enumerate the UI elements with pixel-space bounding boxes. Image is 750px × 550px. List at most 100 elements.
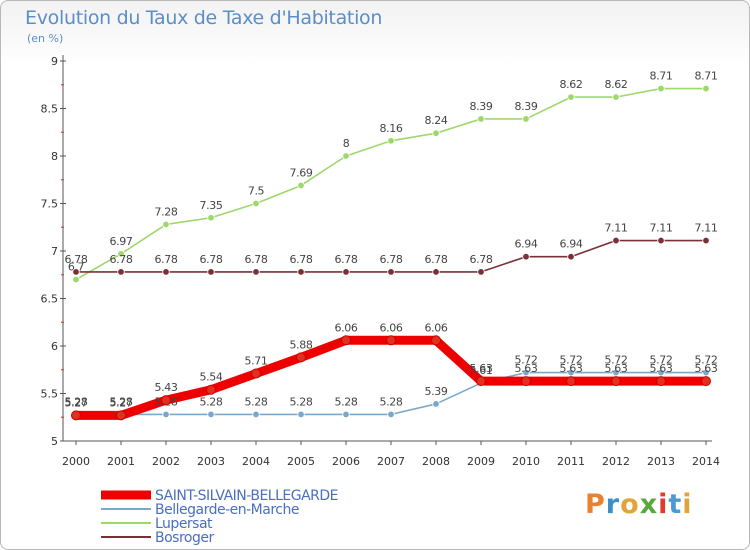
data-point [342, 268, 350, 276]
data-point [297, 268, 305, 276]
data-label: 5.28 [65, 395, 88, 408]
data-label: 6.78 [200, 253, 223, 266]
data-point [116, 410, 126, 421]
data-label: 6.06 [335, 321, 358, 334]
data-point [657, 84, 665, 93]
data-point [162, 410, 170, 419]
x-tick-label: 2008 [422, 455, 450, 468]
data-label: 5.63 [470, 362, 493, 375]
data-point [431, 335, 441, 346]
x-tick-label: 2000 [62, 455, 90, 468]
data-point [612, 236, 620, 245]
data-point [522, 115, 530, 123]
data-point [342, 410, 350, 419]
x-tick-label: 2001 [107, 455, 135, 468]
legend-label: Bellegarde-en-Marche [155, 502, 299, 518]
data-point [162, 220, 170, 229]
logo-letter: r [605, 489, 621, 520]
logo-letter: i [682, 489, 693, 520]
logo-letter: i [658, 489, 669, 520]
data-label: 8.39 [470, 100, 493, 113]
chart-title: Evolution du Taux de Taxe d'Habitation [25, 7, 383, 29]
data-label: 6.78 [110, 253, 133, 266]
proxiti-logo: Proxiti [585, 489, 693, 520]
data-point [522, 368, 530, 377]
data-label: 5.28 [290, 395, 313, 408]
data-label: 8.62 [605, 78, 628, 91]
data-label: 6.78 [380, 253, 403, 266]
x-tick-label: 2005 [287, 455, 315, 468]
data-point [297, 410, 305, 419]
data-label: 5.72 [695, 354, 718, 367]
y-tick-label: 7.5 [41, 198, 59, 211]
data-label: 8.71 [650, 70, 673, 83]
data-label: 8 [343, 137, 350, 150]
logo-letter: o [620, 489, 640, 520]
data-point [611, 376, 621, 387]
data-label: 5.63 [695, 362, 718, 375]
data-label: 5.61 [470, 364, 493, 377]
data-point [72, 275, 80, 284]
data-point [252, 199, 260, 208]
data-label: 5.63 [560, 362, 583, 375]
data-label: 6.06 [425, 321, 448, 334]
data-point [432, 129, 440, 137]
data-point [252, 268, 260, 276]
data-label: 5.54 [200, 371, 223, 384]
data-point [387, 410, 395, 419]
x-tick-label: 2011 [557, 455, 585, 468]
data-point [251, 368, 261, 379]
data-point [702, 368, 710, 377]
logo-letter: x [639, 489, 659, 520]
data-label: 6.78 [65, 253, 88, 266]
data-label: 6.97 [110, 235, 133, 248]
data-label: 5.39 [425, 385, 448, 398]
series-line [75, 87, 707, 281]
data-label: 5.72 [650, 354, 673, 367]
data-label: 6.78 [290, 253, 313, 266]
data-point [296, 352, 306, 363]
data-label: 5.28 [245, 395, 268, 408]
data-label: 5.28 [110, 395, 133, 408]
legend-label: Lupersat [155, 516, 213, 532]
data-point [701, 376, 711, 387]
data-label: 5.72 [560, 354, 583, 367]
y-tick-label: 6 [51, 340, 58, 353]
data-point [567, 368, 575, 377]
x-tick-label: 2004 [242, 455, 270, 468]
data-label: 5.28 [335, 395, 358, 408]
data-label: 5.27 [110, 396, 133, 409]
x-tick-label: 2014 [692, 455, 720, 468]
data-point [342, 152, 350, 160]
data-point [117, 250, 125, 258]
y-tick-label: 6.5 [41, 293, 59, 306]
data-label: 7.11 [695, 222, 718, 235]
data-label: 6.78 [335, 253, 358, 266]
data-point [252, 410, 260, 419]
data-label: 7.11 [650, 222, 673, 235]
data-point [656, 376, 666, 387]
data-point [521, 376, 531, 387]
x-tick-label: 2007 [377, 455, 405, 468]
data-point [477, 268, 485, 276]
data-label: 5.72 [605, 354, 628, 367]
data-label: 7.69 [290, 166, 313, 179]
data-point [207, 214, 215, 222]
data-point [477, 115, 485, 123]
data-label: 5.28 [200, 395, 223, 408]
legend-label: Bosroger [155, 530, 214, 546]
data-point [702, 236, 710, 245]
y-tick-label: 8.5 [41, 103, 59, 116]
x-tick-label: 2003 [197, 455, 225, 468]
data-point [207, 410, 215, 419]
data-point [72, 268, 80, 276]
logo-letter: t [668, 489, 683, 520]
data-label: 7.11 [605, 222, 628, 235]
y-tick-label: 5 [51, 435, 58, 448]
data-point [162, 268, 170, 276]
data-label: 7.5 [248, 185, 265, 198]
data-label: 6.78 [245, 253, 268, 266]
data-point [387, 137, 395, 145]
data-point [612, 368, 620, 377]
